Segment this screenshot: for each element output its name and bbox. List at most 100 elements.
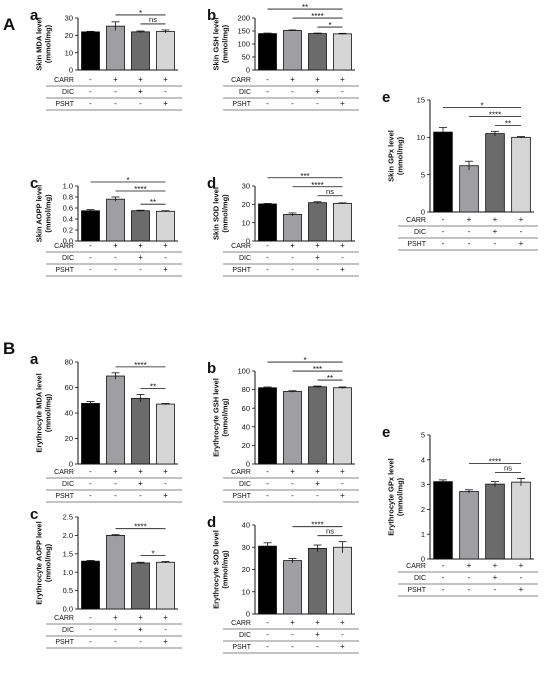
row-sign: +: [315, 618, 320, 627]
row-sign: -: [291, 265, 294, 274]
row-sign: -: [266, 99, 269, 108]
panel-letter: d: [207, 514, 216, 531]
row-label-dic: DIC: [62, 627, 74, 634]
row-sign: -: [114, 87, 117, 96]
bar: [131, 31, 150, 71]
y-tick-label: 0: [421, 208, 425, 217]
significance-label: ns: [504, 463, 512, 472]
y-tick-label: 15: [417, 96, 425, 105]
row-sign: +: [467, 215, 472, 224]
row-sign: -: [139, 491, 142, 500]
row-sign: -: [266, 618, 269, 627]
row-sign: -: [266, 642, 269, 651]
row-label-carr: CARR: [406, 217, 426, 224]
bar: [81, 560, 100, 610]
row-sign: +: [315, 253, 320, 262]
bar: [308, 547, 327, 615]
row-sign: +: [467, 561, 472, 570]
bar: [106, 25, 125, 71]
bar: [258, 545, 277, 615]
row-sign: -: [266, 87, 269, 96]
bar: [333, 203, 352, 242]
y-tick-label: 0.8: [63, 193, 73, 202]
row-sign: +: [138, 467, 143, 476]
row-label-dic: DIC: [239, 89, 251, 96]
bar: [308, 33, 327, 71]
bar: [81, 31, 100, 71]
bar: [485, 133, 505, 213]
row-label-psht: PSHT: [407, 241, 426, 248]
y-axis-label: Skin MDA level(mmol/mg): [35, 17, 53, 71]
significance-label: ns: [326, 527, 334, 536]
y-tick-label: 0.6: [63, 204, 73, 213]
row-sign: -: [291, 630, 294, 639]
row-sign: -: [89, 75, 92, 84]
y-axis-label: Skin SOD level(mmol/mg): [212, 187, 230, 240]
row-sign: +: [163, 99, 168, 108]
row-sign: +: [138, 479, 143, 488]
row-label-carr: CARR: [406, 563, 426, 570]
row-sign: -: [291, 253, 294, 262]
panel-letter: a: [30, 351, 39, 368]
row-sign: -: [468, 585, 471, 594]
y-tick-label: 80: [65, 358, 73, 367]
y-tick-label: 1: [421, 530, 425, 539]
bar: [459, 491, 479, 560]
row-sign: -: [266, 630, 269, 639]
y-tick-label: 80: [242, 385, 250, 394]
row-sign: -: [89, 491, 92, 500]
row-sign: -: [266, 467, 269, 476]
y-tick-label: 200: [237, 14, 250, 23]
row-label-dic: DIC: [62, 89, 74, 96]
row-sign: -: [266, 241, 269, 250]
row-sign: +: [138, 75, 143, 84]
significance-label: **: [327, 374, 333, 383]
row-label-psht: PSHT: [55, 101, 74, 108]
row-sign: +: [340, 241, 345, 250]
row-label-dic: DIC: [414, 229, 426, 236]
significance-label: **: [150, 198, 156, 207]
row-sign: +: [493, 227, 498, 236]
row-sign: +: [290, 241, 295, 250]
row-sign: -: [139, 265, 142, 274]
row-label-dic: DIC: [239, 255, 251, 262]
y-axis-label: Skin GSH level(mmol/mg): [212, 18, 230, 71]
row-sign: -: [89, 241, 92, 250]
bar: [156, 31, 175, 71]
row-sign: +: [315, 75, 320, 84]
row-sign: -: [316, 491, 319, 500]
y-tick-label: 40: [65, 409, 73, 418]
y-tick-label: 60: [65, 383, 73, 392]
row-label-psht: PSHT: [407, 587, 426, 594]
significance-label: ****: [134, 361, 146, 370]
row-sign: -: [520, 227, 523, 236]
row-sign: -: [114, 625, 117, 634]
section-label-b: B: [3, 339, 15, 358]
y-tick-label: 100: [237, 40, 250, 49]
y-tick-label: 0: [246, 237, 250, 246]
row-sign: -: [164, 253, 167, 262]
row-sign: +: [113, 75, 118, 84]
significance-label: *: [126, 176, 129, 185]
row-sign: +: [290, 618, 295, 627]
bar: [156, 210, 175, 242]
panel-letter: d: [207, 175, 216, 192]
bar: [308, 386, 327, 465]
row-sign: -: [114, 491, 117, 500]
row-sign: -: [89, 613, 92, 622]
y-axis-label: Skin GPx level(mmol/mg): [387, 130, 405, 182]
row-sign: -: [291, 491, 294, 500]
row-sign: -: [89, 265, 92, 274]
row-sign: +: [290, 75, 295, 84]
row-sign: -: [114, 99, 117, 108]
bar: [258, 33, 277, 71]
bar: [333, 387, 352, 465]
panel-letter: c: [30, 506, 38, 523]
bar: [433, 481, 453, 560]
row-sign: +: [163, 75, 168, 84]
row-sign: -: [89, 467, 92, 476]
row-label-dic: DIC: [414, 575, 426, 582]
row-sign: +: [519, 215, 524, 224]
